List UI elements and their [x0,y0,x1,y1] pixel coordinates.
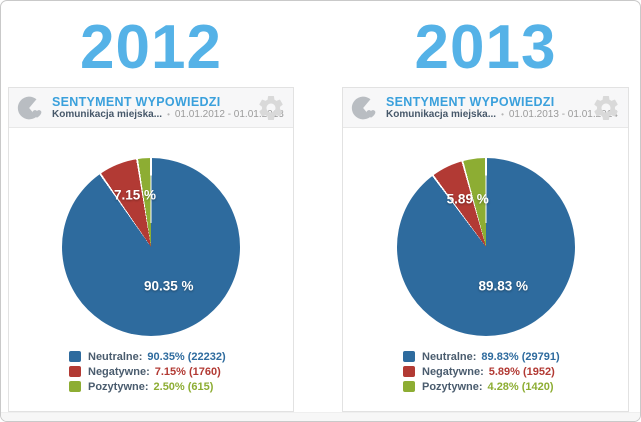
project-name: Komunikacja miejska... [52,108,163,120]
column-2013: 2013 SENTYMENT WYPOWIEDZI Komunikacja mi… [342,1,629,412]
sentiment-widget-2013: SENTYMENT WYPOWIEDZI Komunikacja miejska… [342,87,629,412]
widget-settings-button[interactable] [256,93,286,123]
legend-row-positive: Pozytywne: 2.50% (615) [69,379,226,394]
separator-dot-icon: • [167,109,170,119]
pie-chart-heart-icon [351,96,376,119]
widget-subtitle-row: Komunikacja miejska... • 01.01.2012 - 01… [52,108,284,121]
legend-value: 2.50% (615) [153,380,214,393]
legend-row-negative: Negatywne: 5.89% (1952) [403,364,560,379]
sentiment-widget-2012: SENTYMENT WYPOWIEDZI Komunikacja miejska… [8,87,294,412]
separator-dot-icon: • [501,109,504,119]
gear-icon [594,95,618,120]
legend-label: Pozytywne: [88,380,149,393]
date-range: 01.01.2013 - 01.01.2014 [508,108,618,120]
neutral-swatch-icon [69,351,81,362]
negative-swatch-icon [69,366,81,377]
widget-header-text: SENTYMENT WYPOWIEDZI Komunikacja miejska… [52,94,284,121]
legend-label: Neutralne: [422,350,477,363]
pie-label-neutral: 89.83 % [478,278,529,294]
widget-settings-button[interactable] [591,93,621,123]
year-title-2012: 2012 [80,12,222,82]
widget-header-text: SENTYMENT WYPOWIEDZI Komunikacja miejska… [386,94,618,121]
legend-value: 4.28% (1420) [487,380,554,393]
legend-row-neutral: Neutralne: 90.35% (22232) [69,349,226,364]
legend-value: 5.89% (1952) [488,365,555,378]
legend-label: Neutralne: [88,350,143,363]
pie-chart-2013[interactable]: 5.89 % 89.83 % [396,158,575,336]
widget-title: SENTYMENT WYPOWIEDZI [386,94,555,109]
positive-swatch-icon [69,381,81,392]
negative-swatch-icon [403,366,415,377]
legend-row-positive: Pozytywne: 4.28% (1420) [403,379,560,394]
date-range: 01.01.2012 - 01.01.2013 [174,108,284,120]
legend-value: 90.35% (22232) [147,350,226,363]
legend-row-neutral: Neutralne: 89.83% (29791) [403,349,560,364]
widget-body-2013: 5.89 % 89.83 % Neutralne: 89.83% (29791)… [343,128,628,411]
pie-chart-heart-icon [17,96,42,119]
legend-label: Negatywne: [88,365,150,378]
column-2012: 2012 SENTYMENT WYPOWIEDZI Komunikacja mi… [8,1,294,412]
widget-body-2012: 7.15 % 90.35 % Neutralne: 90.35% (22232)… [9,128,293,411]
widget-subtitle-row: Komunikacja miejska... • 01.01.2013 - 01… [386,108,618,121]
gear-icon [259,95,283,120]
legend-2012: Neutralne: 90.35% (22232) Negatywne: 7.1… [69,349,226,394]
legend-label: Pozytywne: [422,380,483,393]
legend-2013: Neutralne: 89.83% (29791) Negatywne: 5.8… [403,349,560,394]
legend-label: Negatywne: [422,365,484,378]
widget-header-2013: SENTYMENT WYPOWIEDZI Komunikacja miejska… [343,88,628,128]
positive-swatch-icon [403,381,415,392]
footer-strip [1,412,640,421]
pie-label-negative: 5.89 % [446,191,489,207]
widget-title: SENTYMENT WYPOWIEDZI [52,94,221,109]
year-title-2013: 2013 [414,12,557,82]
legend-value: 7.15% (1760) [154,365,221,378]
legend-row-negative: Negatywne: 7.15% (1760) [69,364,226,379]
widget-header-2012: SENTYMENT WYPOWIEDZI Komunikacja miejska… [9,88,293,128]
pie-label-negative: 7.15 % [113,187,156,203]
neutral-swatch-icon [403,351,415,362]
project-name: Komunikacja miejska... [386,108,497,120]
pie-label-neutral: 90.35 % [144,278,194,294]
legend-value: 89.83% (29791) [481,350,560,363]
pie-chart-2012[interactable]: 7.15 % 90.35 % [62,158,240,336]
